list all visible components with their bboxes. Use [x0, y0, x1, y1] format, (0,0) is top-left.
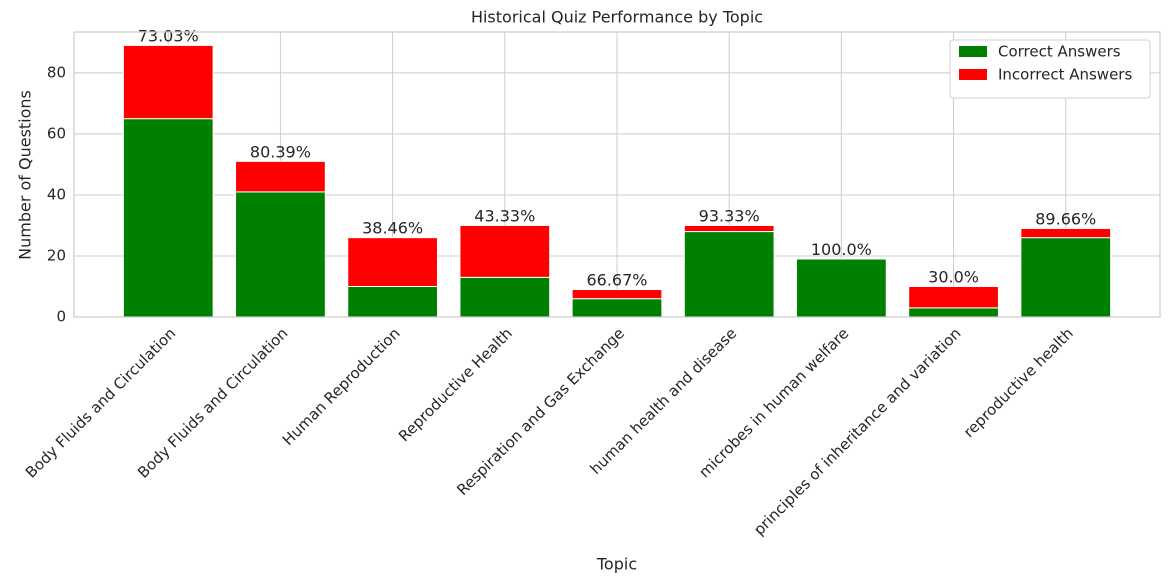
value-label: 43.33%	[474, 206, 535, 225]
y-tick-label: 0	[56, 308, 66, 326]
value-label: 73.03%	[138, 26, 199, 45]
value-label: 100.0%	[811, 240, 872, 259]
legend-label: Correct Answers	[998, 43, 1121, 61]
bar-segment	[683, 224, 775, 233]
bar-segment	[571, 298, 663, 318]
bar-segment	[571, 289, 663, 300]
value-label: 30.0%	[928, 267, 979, 286]
bar-segment	[1020, 237, 1112, 318]
legend-label: Incorrect Answers	[998, 66, 1132, 84]
x-tick-label: Reproductive Health	[395, 324, 516, 445]
value-label: 80.39%	[250, 142, 311, 161]
bar-segment	[459, 276, 551, 318]
bar-segment	[908, 285, 999, 309]
bar-segment	[347, 285, 438, 318]
x-tick-label: Human Reproduction	[279, 324, 404, 449]
y-tick-label: 80	[47, 63, 66, 81]
value-label: 66.67%	[586, 271, 647, 290]
y-tick-label: 20	[47, 246, 66, 264]
plot-frame	[73, 31, 1161, 318]
bar-segment	[122, 44, 214, 120]
x-axis-label: Topic	[596, 555, 637, 574]
legend: Correct Answers Incorrect Answers	[949, 39, 1151, 99]
y-axis-label: Number of Questions	[16, 90, 35, 260]
bar-segment	[235, 191, 326, 318]
bar-segment	[235, 160, 326, 193]
bar-segment	[1020, 228, 1112, 239]
bar-segment	[796, 258, 887, 318]
y-tick-label: 60	[47, 124, 66, 142]
x-tick-label: principles of inheritance and variation	[750, 324, 965, 539]
bar-segment	[908, 307, 999, 318]
bar-segment	[683, 231, 775, 318]
x-tick-label: reproductive health	[960, 324, 1077, 441]
value-label: 38.46%	[362, 219, 423, 238]
bar-segment	[122, 118, 214, 318]
y-tick-label: 40	[47, 185, 66, 203]
legend-swatch	[959, 46, 987, 57]
legend-box	[949, 39, 1151, 99]
value-label: 89.66%	[1035, 210, 1096, 229]
legend-swatch	[959, 69, 987, 80]
bar-segment	[459, 224, 551, 278]
value-label: 93.33%	[699, 206, 760, 225]
bar-segment	[347, 237, 438, 287]
chart-title: Historical Quiz Performance by Topic	[471, 8, 763, 27]
